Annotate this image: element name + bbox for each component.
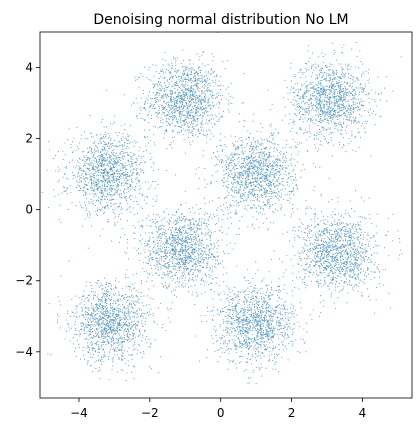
scatter-points-layer <box>41 31 403 385</box>
y-tick-label: 2 <box>25 132 33 146</box>
chart-title: Denoising normal distribution No LM <box>93 12 348 28</box>
y-tick-label: −4 <box>15 345 33 359</box>
axes-frame <box>39 31 413 399</box>
x-tick-label: 0 <box>217 406 225 420</box>
y-tick-label: −2 <box>15 274 33 288</box>
x-axis-ticks: −4 −2 0 2 4 <box>70 398 366 420</box>
y-axis-ticks: −4 −2 0 2 4 <box>15 61 40 359</box>
x-tick-label: 2 <box>288 406 296 420</box>
y-tick-label: 4 <box>25 61 33 75</box>
x-tick-label: −2 <box>141 406 159 420</box>
scatter-point-cloud <box>41 31 403 385</box>
x-tick-label: 4 <box>359 406 367 420</box>
x-tick-label: −4 <box>70 406 88 420</box>
y-tick-label: 0 <box>25 203 33 217</box>
